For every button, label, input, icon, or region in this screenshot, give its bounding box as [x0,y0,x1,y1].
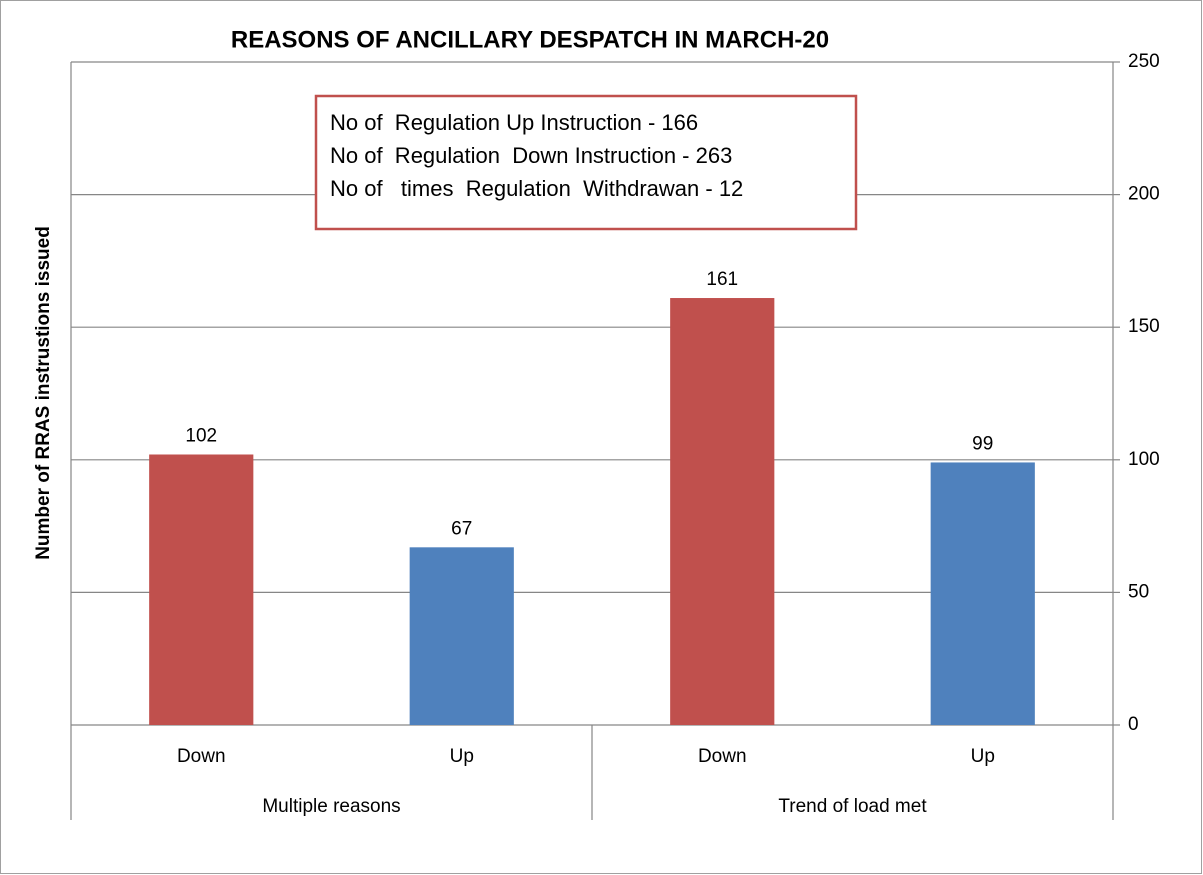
y-tick-label: 100 [1128,449,1160,470]
bar [930,462,1035,725]
y-tick-label: 200 [1128,184,1160,205]
x-tick-label: Up [971,746,995,767]
data-label: 161 [706,269,738,290]
y-tick-label: 150 [1128,316,1160,337]
annotation-text: No of Regulation Up Instruction - 166 [330,110,698,135]
group-label: Multiple reasons [262,796,400,817]
group-label: Trend of load met [778,796,927,817]
chart-title: REASONS OF ANCILLARY DESPATCH IN MARCH-2… [231,26,829,53]
x-tick-label: Up [450,746,474,767]
bar [149,454,254,725]
y-tick-label: 250 [1128,51,1160,72]
y-tick-label: 50 [1128,581,1149,602]
bar [409,547,514,725]
annotation-text: No of Regulation Down Instruction - 263 [330,143,732,168]
annotation-text: No of times Regulation Withdrawan - 12 [330,176,743,201]
data-label: 67 [451,518,472,539]
annotation-box [314,94,858,231]
bar [670,298,775,725]
y-tick-label: 0 [1128,714,1139,735]
y-axis-label: Number of RRAS instrustions issued [33,226,54,560]
data-label: 102 [185,426,217,447]
x-tick-label: Down [698,746,747,767]
x-tick-label: Down [177,746,226,767]
data-label: 99 [972,433,993,454]
